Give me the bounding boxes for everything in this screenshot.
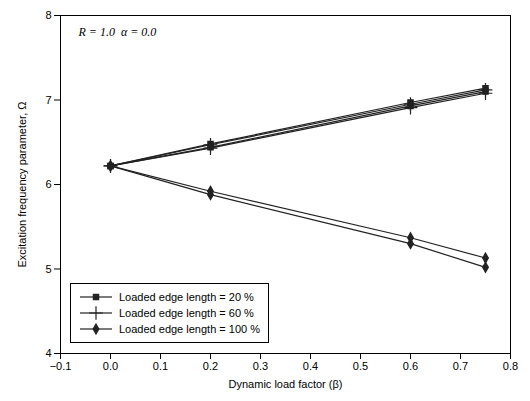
svg-text:5: 5 — [45, 263, 51, 275]
svg-text:0.8: 0.8 — [503, 360, 518, 372]
svg-text:0.3: 0.3 — [253, 360, 268, 372]
svg-text:4: 4 — [45, 347, 51, 359]
svg-text:0.5: 0.5 — [353, 360, 368, 372]
svg-text:0.6: 0.6 — [403, 360, 418, 372]
svg-text:0.1: 0.1 — [153, 360, 168, 372]
svg-text:8: 8 — [45, 9, 51, 21]
svg-text:0.7: 0.7 — [453, 360, 468, 372]
svg-text:R = 1.0 α = 0.0: R = 1.0 α = 0.0 — [78, 25, 157, 39]
svg-text:6: 6 — [45, 178, 51, 190]
svg-text:0.0: 0.0 — [103, 360, 118, 372]
svg-text:Excitation frequency parameter: Excitation frequency parameter, Ω — [16, 102, 28, 268]
svg-text:Dynamic load factor (β): Dynamic load factor (β) — [229, 378, 343, 390]
html-text:Loaded edge length = 20 %: Loaded edge length = 20 % — [119, 291, 254, 303]
svg-text:7: 7 — [45, 94, 51, 106]
svg-text:0.2: 0.2 — [203, 360, 218, 372]
html-text:Loaded edge length = 60 %: Loaded edge length = 60 % — [119, 307, 254, 319]
svg-text:0.4: 0.4 — [303, 360, 318, 372]
html-text:Loaded edge length = 100 %: Loaded edge length = 100 % — [119, 323, 260, 335]
svg-text:−0.1: −0.1 — [50, 360, 72, 372]
